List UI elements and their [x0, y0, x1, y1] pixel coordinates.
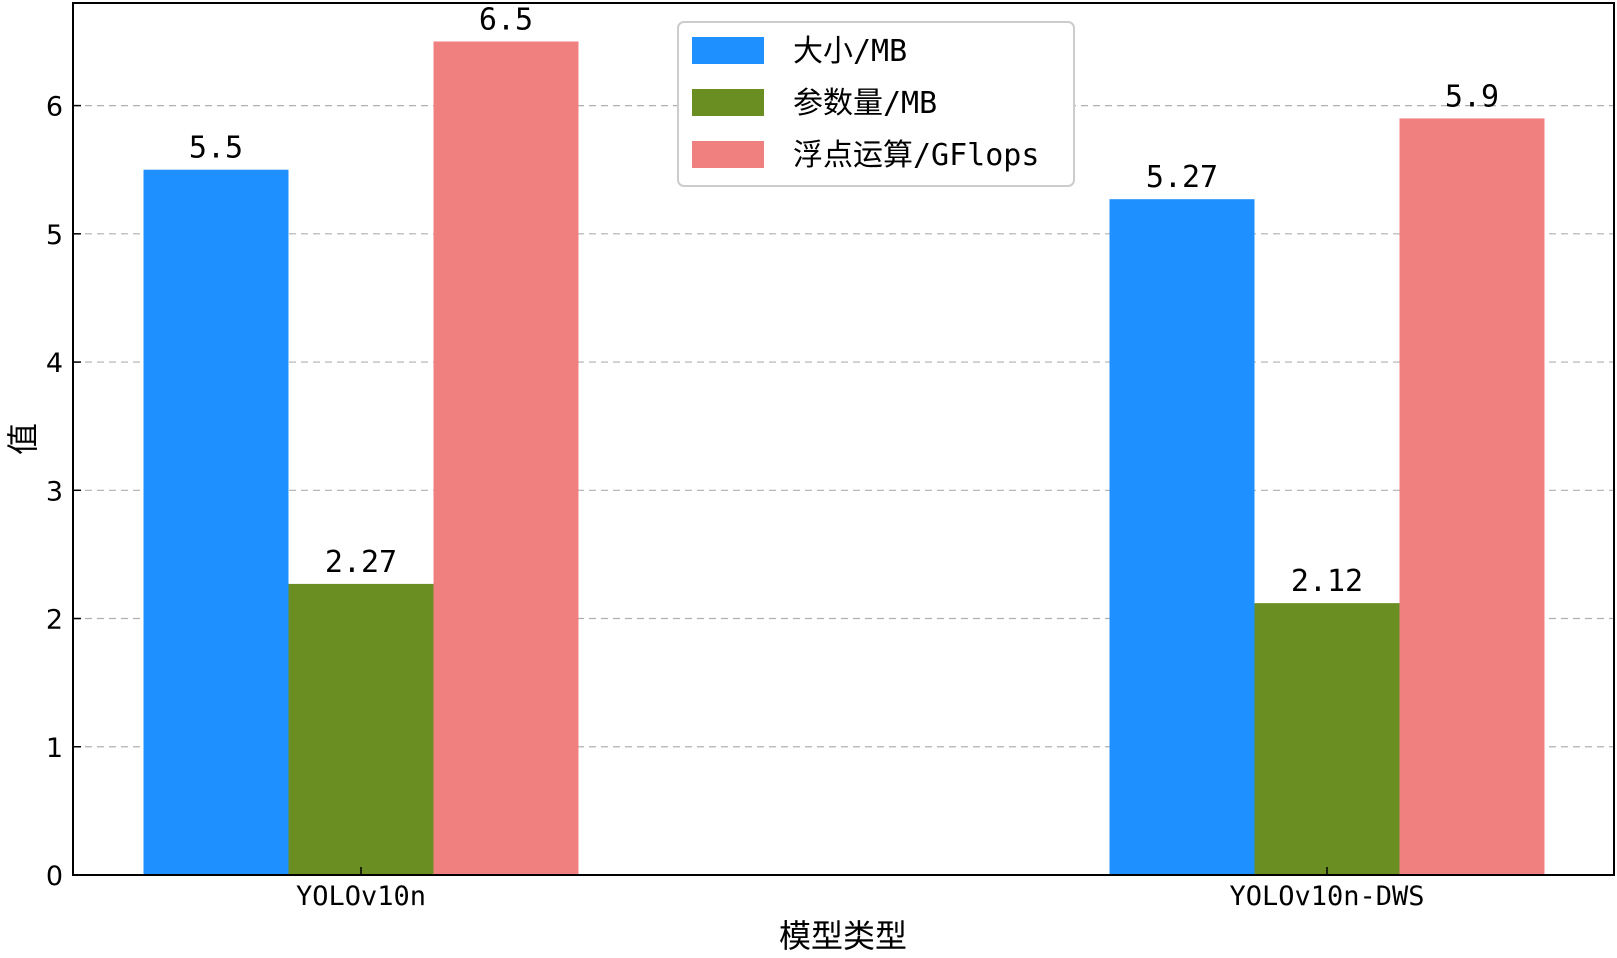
x-axis-title: 模型类型 [779, 917, 907, 955]
y-tick-label: 2 [46, 605, 63, 636]
data-label: 5.5 [189, 131, 243, 166]
x-tick-label: YOLOv10n-DWS [1229, 881, 1424, 912]
legend: 大小/MB 参数量/MB 浮点运算/GFlops [677, 21, 1075, 187]
y-tick-label: 3 [46, 476, 63, 507]
y-tick-label: 6 [46, 92, 63, 123]
legend-swatch [692, 37, 764, 64]
legend-label: 参数量/MB [793, 86, 937, 121]
data-label: 5.9 [1445, 79, 1499, 114]
legend-swatch [692, 89, 764, 116]
data-label: 2.12 [1291, 564, 1363, 599]
legend-swatch [692, 141, 764, 168]
data-label: 6.5 [479, 2, 533, 37]
plot-frame [72, 2, 1615, 876]
y-axis-title: 值 [4, 423, 42, 455]
data-label: 5.27 [1146, 160, 1218, 195]
y-tick-label: 5 [46, 220, 63, 251]
data-label: 2.27 [325, 545, 397, 580]
data-labels: 5.5 2.27 6.5 5.27 2.12 5.9 [189, 2, 1499, 599]
bars [143, 41, 1545, 876]
bar [1109, 199, 1255, 875]
y-tick-label: 1 [46, 733, 63, 764]
x-tick-label: YOLOv10n [296, 881, 426, 912]
bar [433, 41, 579, 876]
bar [143, 169, 289, 876]
y-tick-label: 4 [46, 348, 63, 379]
legend-label: 大小/MB [793, 34, 907, 69]
bar [1254, 603, 1400, 875]
y-tick-label: 0 [46, 861, 63, 892]
bar [288, 583, 434, 875]
x-axis: YOLOv10n YOLOv10n-DWS [296, 867, 1425, 912]
legend-frame [677, 21, 1075, 187]
y-axis: 0 1 2 3 4 5 6 [46, 92, 81, 892]
legend-label: 浮点运算/GFlops [793, 138, 1039, 173]
bar [1399, 118, 1545, 876]
